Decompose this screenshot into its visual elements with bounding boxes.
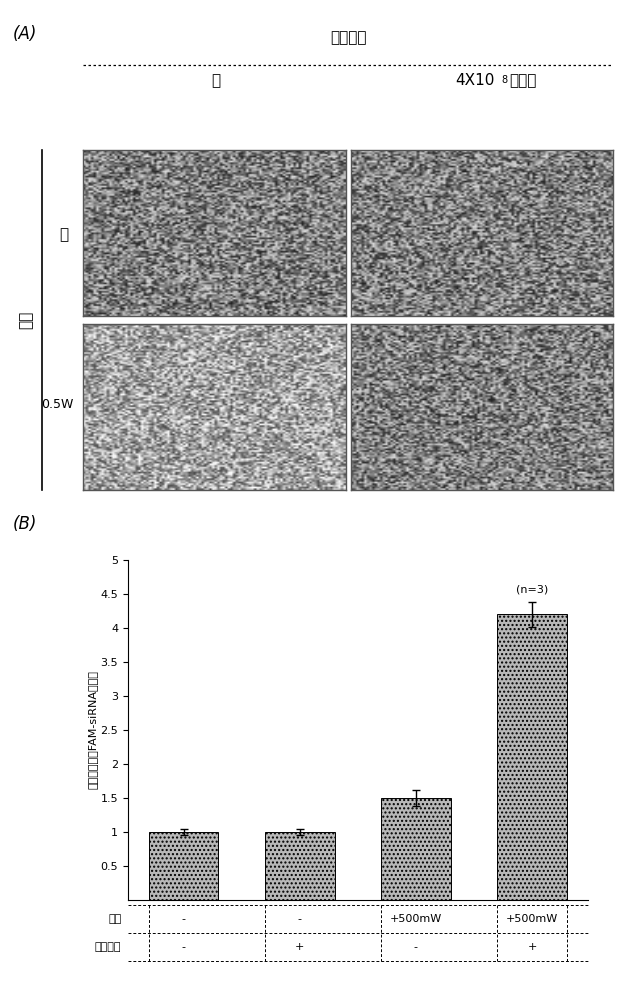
Text: +500mW: +500mW — [390, 914, 442, 924]
Text: 无: 无 — [59, 228, 68, 243]
Text: 0.5W: 0.5W — [42, 398, 73, 412]
Bar — [497, 614, 567, 900]
Text: 超声: 超声 — [108, 914, 121, 924]
Text: 超声: 超声 — [18, 311, 33, 329]
Text: 个气泡: 个气泡 — [509, 73, 537, 88]
Text: 无: 无 — [211, 73, 220, 88]
Bar — [149, 832, 219, 900]
Text: -: - — [414, 942, 418, 952]
Y-axis label: 与对照相比的FAM-siRNA相对量: 与对照相比的FAM-siRNA相对量 — [88, 671, 98, 789]
Text: (A): (A) — [13, 25, 37, 43]
Text: 8: 8 — [501, 75, 507, 85]
Text: +: + — [527, 942, 537, 952]
Text: +500mW: +500mW — [506, 914, 558, 924]
Text: -: - — [181, 942, 185, 952]
Text: 超细气泡: 超细气泡 — [95, 942, 121, 952]
Bar — [381, 798, 450, 900]
Text: 超细气泡: 超细气泡 — [330, 30, 367, 45]
Text: +: + — [295, 942, 304, 952]
Text: -: - — [181, 914, 185, 924]
Text: -: - — [298, 914, 302, 924]
Text: (n=3): (n=3) — [516, 584, 548, 594]
Bar — [265, 832, 335, 900]
Text: 4X10: 4X10 — [455, 73, 495, 88]
Text: (B): (B) — [13, 515, 37, 533]
